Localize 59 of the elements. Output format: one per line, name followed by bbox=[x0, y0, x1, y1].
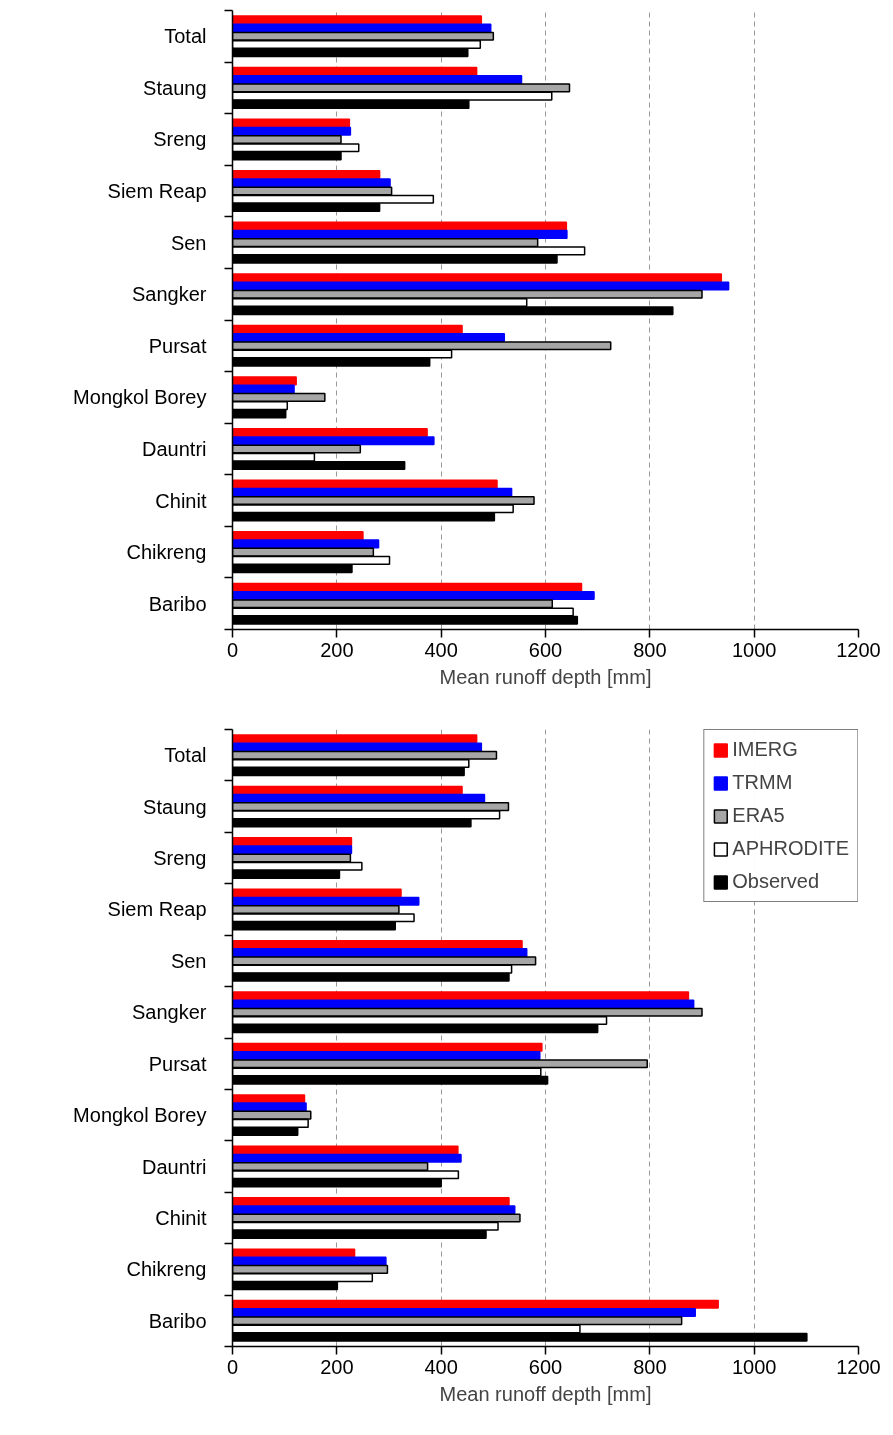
x-tick-label: 0 bbox=[226, 638, 239, 661]
x-tick-label: 400 bbox=[424, 1355, 458, 1378]
legend-label: TRMM bbox=[732, 771, 793, 794]
y-tick-label: Sreng bbox=[153, 847, 207, 870]
y-tick-label: Staung bbox=[143, 795, 207, 818]
bar bbox=[232, 1102, 307, 1112]
y-tick-label: Baribo bbox=[148, 1309, 207, 1332]
y-tick-label: Siem Reap bbox=[107, 898, 207, 921]
y-tick-label: Pursat bbox=[148, 1052, 207, 1075]
y-tick-label: Staung bbox=[143, 76, 207, 99]
y-tick-label: Chikreng bbox=[126, 541, 207, 564]
bar bbox=[232, 281, 730, 291]
legend-label: ERA5 bbox=[732, 804, 785, 827]
y-tick-label: Sen bbox=[170, 231, 207, 254]
y-tick-label: Siem Reap bbox=[107, 180, 207, 203]
bar bbox=[232, 991, 690, 1001]
y-tick-label: Total bbox=[164, 744, 207, 767]
y-tick-label: Pursat bbox=[148, 334, 207, 357]
bar bbox=[232, 479, 498, 489]
bar bbox=[232, 23, 492, 33]
y-tick-label: Chinit bbox=[155, 1206, 207, 1229]
bar bbox=[232, 118, 351, 128]
x-tick-label: 1200 bbox=[836, 1355, 881, 1378]
y-tick-label: Sen bbox=[170, 949, 207, 972]
x-tick-label: 600 bbox=[528, 1355, 563, 1378]
legend-label: APHRODITE bbox=[732, 837, 849, 860]
y-tick-label: Total bbox=[164, 25, 207, 48]
y-tick-label: Dauntri bbox=[142, 1155, 207, 1178]
bar bbox=[232, 742, 483, 752]
bar bbox=[232, 1248, 356, 1258]
x-axis-title: Mean runoff depth [mm] bbox=[439, 665, 652, 688]
x-tick-label: 1200 bbox=[836, 638, 881, 661]
x-tick-label: 200 bbox=[320, 638, 354, 661]
x-tick-label: 800 bbox=[633, 1355, 667, 1378]
y-tick-label: Sangker bbox=[132, 1001, 207, 1024]
bar bbox=[232, 1153, 462, 1163]
x-tick-label: 600 bbox=[528, 638, 563, 661]
y-tick-label: Sangker bbox=[132, 283, 207, 306]
y-tick-label: Chikreng bbox=[126, 1258, 207, 1281]
y-tick-label: Mongkol Borey bbox=[73, 1104, 207, 1127]
x-tick-label: 400 bbox=[424, 638, 458, 661]
x-tick-label: 0 bbox=[226, 1355, 239, 1378]
legend-label: IMERG bbox=[732, 738, 798, 761]
y-tick-label: Baribo bbox=[148, 592, 207, 615]
y-tick-label: Dauntri bbox=[142, 437, 207, 460]
x-tick-label: 800 bbox=[633, 638, 667, 661]
legend-label: Observed bbox=[732, 870, 820, 893]
x-tick-label: 1000 bbox=[731, 638, 777, 661]
bar bbox=[232, 539, 380, 549]
x-tick-label: 1000 bbox=[731, 1355, 777, 1378]
x-axis-title: Mean runoff depth [mm] bbox=[439, 1382, 652, 1405]
bar bbox=[232, 888, 402, 898]
bar bbox=[232, 436, 435, 446]
y-tick-label: Chinit bbox=[155, 489, 207, 512]
y-tick-label: Mongkol Borey bbox=[73, 386, 207, 409]
x-tick-label: 200 bbox=[320, 1355, 354, 1378]
bar bbox=[232, 845, 353, 855]
bar bbox=[232, 376, 297, 386]
y-tick-label: Sreng bbox=[153, 128, 207, 151]
